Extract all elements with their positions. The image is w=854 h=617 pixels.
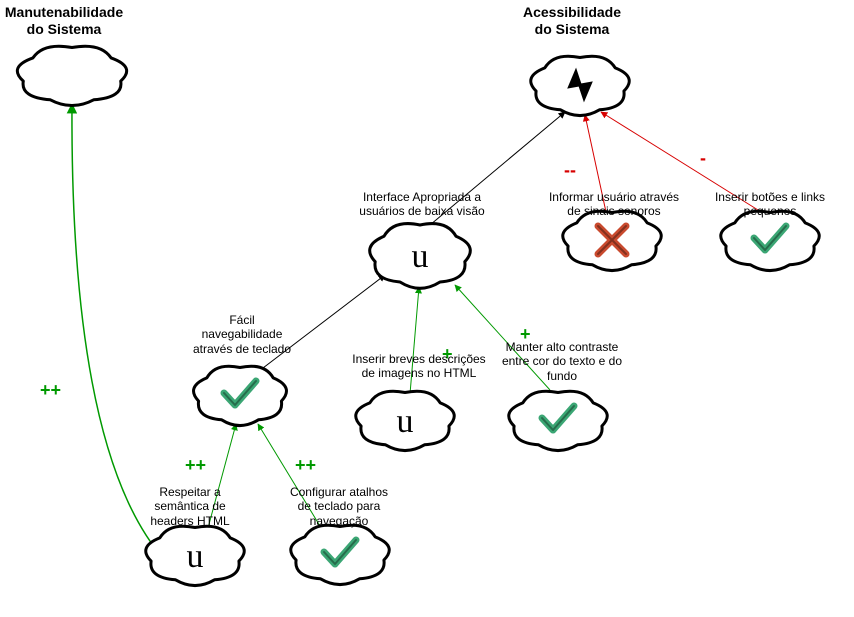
node-title-acess: Acessibilidadedo Sistema — [502, 4, 642, 38]
node-respeitar: u — [146, 526, 244, 585]
node-title-respeitar: Respeitar asemântica deheaders HTML — [120, 485, 260, 528]
node-breves_desc: u — [356, 391, 454, 450]
edge-label: -- — [564, 160, 576, 181]
node-title-manut: Manutenabilidadedo Sistema — [0, 4, 134, 38]
node-title-configurar: Configurar atalhosde teclado paranavegaç… — [269, 485, 409, 528]
node-informar — [563, 211, 661, 270]
node-acess — [531, 56, 629, 115]
node-interface: u — [370, 224, 471, 289]
node-facil_nav — [194, 366, 287, 425]
svg-text:u: u — [187, 538, 204, 575]
edge-label: ++ — [185, 455, 206, 476]
edge-label: ++ — [40, 380, 61, 401]
edge-label: - — [700, 148, 706, 169]
node-configurar — [291, 525, 389, 584]
node-title-facil_nav: Fácilnavegabilidadeatravés de teclado — [172, 313, 312, 356]
edge-label: ++ — [295, 455, 316, 476]
node-manut — [17, 46, 126, 105]
svg-text:u: u — [412, 238, 429, 275]
node-contraste — [509, 391, 607, 450]
node-inserir_botoes — [721, 211, 819, 270]
node-title-breves_desc: Inserir breves descriçõesde imagens no H… — [349, 352, 489, 381]
node-title-interface: Interface Apropriada ausuários de baixa … — [352, 190, 492, 219]
node-title-contraste: Manter alto contrasteentre cor do texto … — [492, 340, 632, 383]
svg-text:u: u — [397, 403, 414, 440]
node-title-inserir_botoes: Inserir botões e linkspequenos — [700, 190, 840, 219]
node-title-informar: Informar usuário atravésde sinais sonoro… — [544, 190, 684, 219]
